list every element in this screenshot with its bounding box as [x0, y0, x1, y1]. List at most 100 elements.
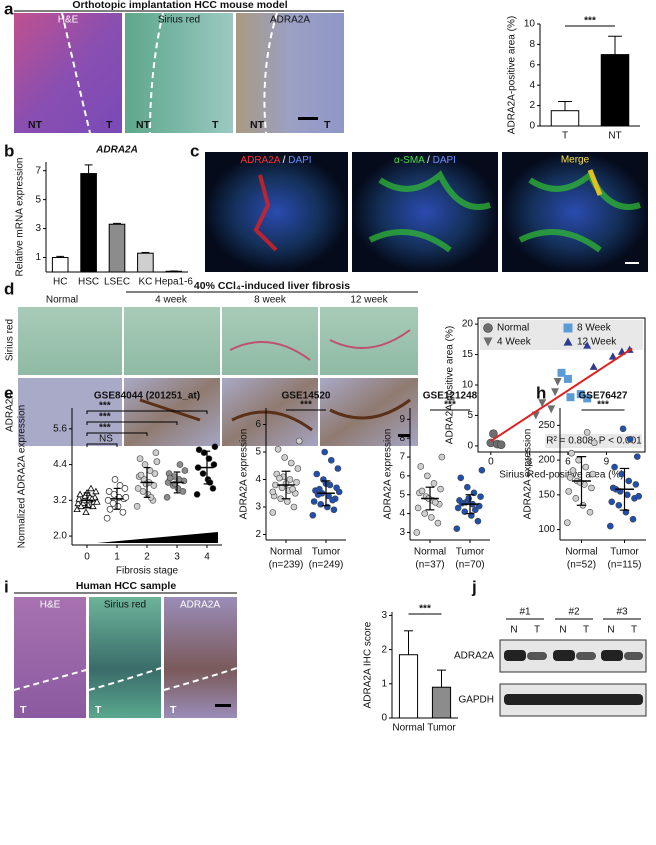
point: [458, 499, 466, 507]
region-label: T: [106, 119, 113, 131]
point: [269, 488, 277, 496]
x-tick-sublabel: (n=37): [415, 560, 444, 571]
significance-bracket: [86, 443, 118, 447]
micrograph: [18, 378, 122, 446]
legend-label: 8 Week: [577, 323, 612, 334]
point: [152, 449, 160, 456]
y-tick-label: 2: [529, 100, 535, 111]
group-label: #1: [519, 607, 531, 618]
y-tick-label: 15: [462, 349, 474, 360]
point: [87, 484, 95, 492]
point: [557, 368, 566, 377]
significance-label: ***: [99, 412, 111, 423]
group-label: #3: [616, 607, 628, 618]
row-label: ADRA2A: [454, 651, 494, 662]
point: [199, 470, 207, 477]
point: [417, 463, 425, 470]
y-tick-label: 6: [529, 59, 535, 70]
x-axis-label: Fibrosis stage: [116, 566, 179, 577]
point: [553, 377, 562, 386]
bar: [431, 686, 452, 719]
region-label: T: [212, 119, 219, 131]
point: [564, 519, 571, 526]
point: [290, 503, 298, 511]
micrograph: [125, 13, 233, 133]
point: [335, 488, 343, 496]
scale-bar: [398, 434, 410, 437]
x-tick-label: 1: [114, 552, 120, 563]
point: [474, 517, 482, 525]
image-label: α-SMA / DAPI: [394, 155, 456, 166]
point: [133, 502, 141, 510]
point: [413, 529, 421, 536]
y-tick-label: 7: [399, 452, 405, 463]
point: [483, 337, 493, 347]
fibrosis-septa: [229, 329, 411, 361]
micrograph: [222, 307, 318, 375]
panel-j-blot: #1 #2 #3 N T N T N T ADRA2A GAPDH: [454, 607, 647, 717]
x-tick-label: Normal: [270, 547, 302, 558]
y-axis-label: ADRA2A expression: [383, 429, 394, 520]
x-tick-label: LSEC: [104, 277, 130, 288]
point: [151, 470, 159, 477]
panel-letter: c: [190, 141, 199, 160]
point: [434, 519, 442, 527]
label-part: DAPI: [288, 155, 311, 166]
point: [105, 488, 113, 495]
x-tick-label: HSC: [78, 277, 99, 288]
micrograph: [352, 152, 498, 272]
point: [608, 498, 616, 506]
point: [211, 443, 219, 451]
y-tick-label: 4.4: [53, 459, 67, 470]
point: [453, 525, 461, 532]
point: [193, 491, 201, 498]
band: [553, 650, 575, 661]
significance-bracket: [86, 410, 208, 414]
y-tick-label: 8: [399, 433, 405, 444]
label-part: α-SMA: [394, 155, 425, 166]
point: [576, 390, 585, 399]
point: [137, 471, 145, 479]
x-tick-label: KC: [138, 277, 152, 288]
panel-d-images: 40% CCl₄-induced liver fibrosis Normal 4…: [5, 280, 418, 446]
point: [139, 488, 147, 495]
significance-label: ***: [300, 400, 312, 411]
point: [310, 498, 318, 505]
x-tick-label: Normal: [392, 723, 424, 734]
x-tick-sublabel: (n=249): [309, 560, 344, 571]
point: [431, 498, 439, 506]
bar: [108, 223, 126, 273]
region-label: NT: [250, 119, 265, 131]
legend-label: 4 Week: [497, 337, 532, 348]
scale-bar: [215, 704, 231, 707]
point: [615, 501, 623, 509]
point: [109, 500, 117, 507]
bar: [80, 173, 97, 273]
significance-label: NS: [99, 434, 113, 445]
point: [82, 508, 90, 516]
point: [284, 498, 291, 505]
y-axis-label: Normalized ADRA2A expression: [17, 405, 28, 548]
point: [589, 362, 598, 370]
panel-letter: i: [4, 577, 9, 596]
group-label: #2: [568, 607, 580, 618]
x-tick-label: Hepa1-6: [155, 277, 194, 288]
panel-title: Human HCC sample: [76, 580, 177, 592]
point: [566, 474, 574, 481]
label-part: /: [427, 155, 430, 166]
bar: [398, 654, 419, 719]
y-tick-label: 5: [399, 489, 405, 500]
fit-line: [490, 347, 633, 442]
point: [428, 514, 435, 521]
point: [633, 453, 641, 460]
y-axis-label: Relative mRNA expression: [15, 158, 26, 277]
x-tick-label: 6: [565, 457, 571, 468]
x-tick-sublabel: (n=239): [269, 560, 304, 571]
micrograph: [124, 307, 220, 375]
y-tick-label: 100: [538, 524, 555, 535]
micrograph: [236, 13, 344, 133]
significance-label: ***: [99, 401, 111, 412]
point: [324, 503, 331, 511]
point: [210, 461, 218, 468]
